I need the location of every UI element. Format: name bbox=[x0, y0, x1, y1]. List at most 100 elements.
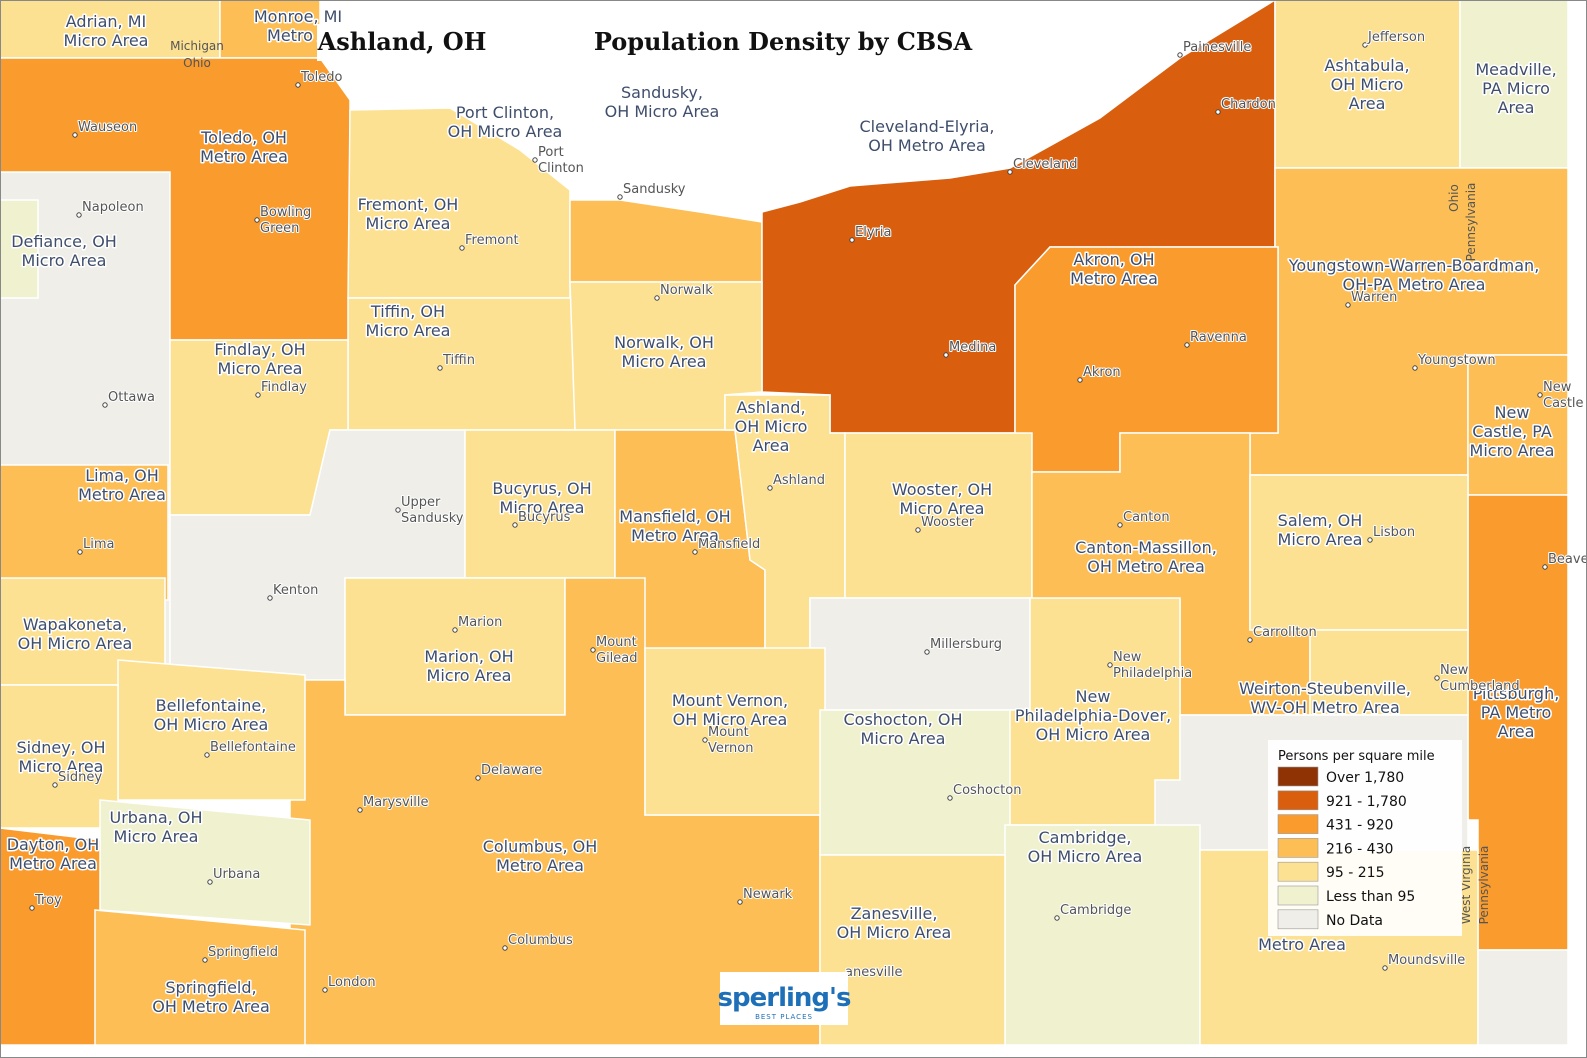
city-label-line: Cumberland bbox=[1440, 679, 1520, 694]
region-label-line: Metro Area bbox=[496, 856, 584, 875]
city-label: Ashland bbox=[773, 473, 825, 488]
city-label-line: Beaver bbox=[1548, 552, 1587, 567]
city-label: Canton bbox=[1123, 510, 1170, 525]
city-dot bbox=[29, 905, 35, 911]
region-label-line: Metro Area bbox=[631, 526, 719, 545]
region bbox=[0, 199, 39, 299]
city-label-line: Medina bbox=[949, 340, 996, 355]
region-label-line: Philadelphia-Dover, bbox=[1015, 706, 1171, 725]
city-label-line: Bellefontaine bbox=[210, 740, 296, 755]
city-dot bbox=[437, 365, 443, 371]
region-label-line: Metro Area bbox=[9, 854, 97, 873]
city-dot bbox=[767, 485, 773, 491]
region-label: Ashland, OH Micro Area bbox=[735, 398, 808, 455]
city-label: Marysville bbox=[363, 795, 429, 810]
region-label-line: Micro Area bbox=[366, 214, 451, 233]
city-label-line: Cambridge bbox=[1060, 903, 1131, 918]
city-label: Akron bbox=[1083, 365, 1121, 380]
city-dot bbox=[1412, 365, 1418, 371]
region-label-line: OH Micro Area bbox=[605, 102, 720, 121]
city-label-line: Sandusky bbox=[401, 511, 464, 526]
region-label: Mansfield, OH Metro Area bbox=[619, 507, 730, 545]
city-label: Springfield bbox=[208, 945, 278, 960]
city-label-line: London bbox=[328, 975, 376, 990]
region-label-line: Zanesville, bbox=[851, 904, 938, 923]
legend-label: Less than 95 bbox=[1326, 889, 1415, 905]
region-label-line: Bucyrus, OH bbox=[492, 479, 591, 498]
region-label-line: Micro Area bbox=[427, 666, 512, 685]
region-label: Pittsburgh, PA Metro Area bbox=[1473, 684, 1560, 741]
region-label: Columbus, OH Metro Area bbox=[483, 837, 598, 875]
region-label-line: Tiffin, OH bbox=[370, 302, 445, 321]
city-label: Sandusky bbox=[623, 182, 686, 197]
city-label-line: Tiffin bbox=[442, 353, 475, 368]
region bbox=[94, 909, 306, 1046]
region-label-line: Monroe, MI bbox=[254, 7, 342, 26]
legend-label: 95 - 215 bbox=[1326, 865, 1385, 881]
region-label-line: Port Clinton, bbox=[456, 103, 554, 122]
city-label: Ravenna bbox=[1190, 330, 1247, 345]
city-label-line: Cleveland bbox=[1013, 157, 1077, 172]
region-label: Marion, OH Micro Area bbox=[424, 647, 513, 685]
region-label: Springfield, OH Metro Area bbox=[152, 978, 270, 1016]
region-label: Dayton, OH Metro Area bbox=[7, 835, 100, 873]
city-dot bbox=[102, 402, 108, 408]
logo-name: sperling's bbox=[718, 983, 851, 1013]
region-label-line: Area bbox=[1498, 722, 1535, 741]
region-label-line: Micro Area bbox=[22, 251, 107, 270]
city-dot bbox=[1007, 169, 1013, 175]
city-label: Warren bbox=[1351, 290, 1397, 305]
region-label-line: Sandusky, bbox=[621, 83, 703, 102]
city-label-line: Ashland bbox=[773, 473, 825, 488]
city-label: Upper Sandusky bbox=[401, 495, 464, 526]
region-label-line: OH Micro Area bbox=[837, 923, 952, 942]
city-label-line: Philadelphia bbox=[1113, 666, 1192, 681]
city-label-line: Carrollton bbox=[1253, 625, 1317, 640]
region-label-line: Area bbox=[1349, 94, 1386, 113]
region-label-line: Urbana, OH bbox=[110, 808, 203, 827]
city-dot bbox=[77, 549, 83, 555]
city-label-line: New bbox=[1440, 663, 1469, 678]
region-label-line: OH Micro Area bbox=[1028, 847, 1143, 866]
city-label-line: Warren bbox=[1351, 290, 1397, 305]
city-dot bbox=[52, 782, 58, 788]
region-label-line: Sidney, OH bbox=[16, 738, 105, 757]
city-dot bbox=[452, 627, 458, 633]
region bbox=[0, 464, 169, 601]
city-label-line: Newark bbox=[743, 887, 793, 902]
region-label-line: OH Micro Area bbox=[448, 122, 563, 141]
city-label: Elyria bbox=[855, 225, 891, 240]
region-label-line: Metro Area bbox=[1258, 935, 1346, 954]
city-label-line: Clinton bbox=[538, 161, 584, 176]
city-label: Bucyrus bbox=[518, 510, 571, 525]
region-layer bbox=[0, 0, 1569, 1046]
legend-title: Persons per square mile bbox=[1278, 749, 1435, 764]
city-label-line: New bbox=[1543, 380, 1572, 395]
region-label-line: OH Micro bbox=[1331, 75, 1404, 94]
region-label: Tiffin, OH Micro Area bbox=[366, 302, 451, 340]
region bbox=[809, 597, 1031, 711]
city-label: Lisbon bbox=[1373, 525, 1415, 540]
region-label-line: Springfield, bbox=[165, 978, 256, 997]
region-label-line: New bbox=[1495, 403, 1530, 422]
logo: sperling's BEST PLACES bbox=[718, 972, 852, 1025]
city-label-line: Castle bbox=[1543, 396, 1584, 411]
region-label: Defiance, OH Micro Area bbox=[11, 232, 117, 270]
region-label-line: OH Metro Area bbox=[1087, 557, 1205, 576]
region bbox=[289, 577, 821, 1046]
region-label-line: Columbus, OH bbox=[483, 837, 598, 856]
city-dot bbox=[1215, 109, 1221, 115]
region-label-line: Mount Vernon, bbox=[672, 691, 788, 710]
region-label-line: Area bbox=[1498, 98, 1535, 117]
region-label: Akron, OH Metro Area bbox=[1070, 250, 1158, 288]
city-dot bbox=[1177, 52, 1183, 58]
city-label: Medina bbox=[949, 340, 996, 355]
region-label-line: Weirton-Steubenville, bbox=[1239, 679, 1411, 698]
state-label: Ohio bbox=[1447, 184, 1461, 212]
region-label: Port Clinton, OH Micro Area bbox=[448, 103, 563, 141]
region-label: Youngstown-Warren-Boardman, OH-PA Metro A… bbox=[1288, 256, 1540, 294]
city-label: New Philadelphia bbox=[1113, 650, 1192, 681]
region-label: Fremont, OH Micro Area bbox=[358, 195, 459, 233]
city-label: New Cumberland bbox=[1440, 663, 1520, 694]
